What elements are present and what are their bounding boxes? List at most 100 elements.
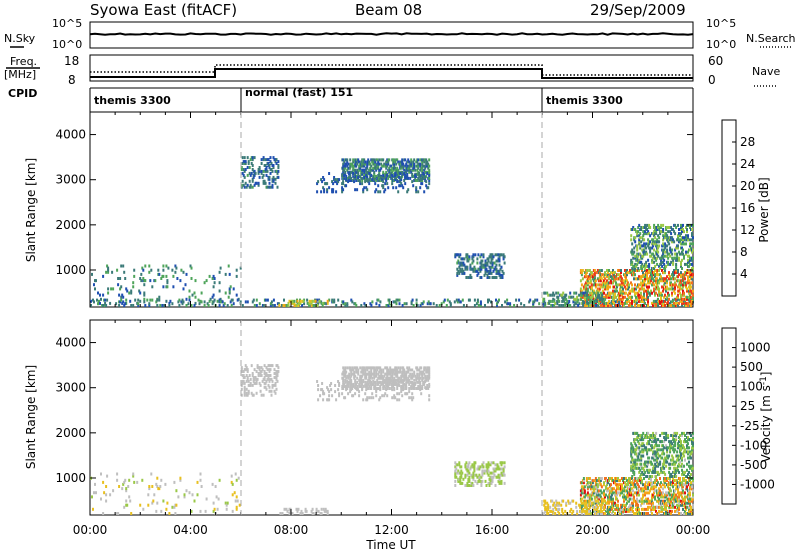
velocity-cell: [605, 509, 607, 513]
velocity-cell: [473, 467, 476, 471]
power-cell: [346, 160, 349, 164]
power-cell: [630, 234, 633, 238]
power-cell: [658, 287, 660, 291]
power-cell: [414, 176, 417, 180]
velocity-cell: [411, 386, 414, 390]
power-cell: [244, 168, 247, 171]
power-cell: [109, 301, 112, 305]
power-cell: [410, 302, 413, 306]
velocity-cell: [659, 477, 661, 480]
power-cell: [306, 298, 309, 302]
power-cell: [266, 169, 269, 173]
power-cell: [228, 289, 231, 293]
power-cell: [119, 287, 122, 291]
velocity-cell: [678, 505, 680, 509]
power-cell: [690, 285, 692, 289]
velocity-cell: [386, 374, 389, 378]
velocity-cell: [485, 463, 488, 467]
power-cell: [606, 275, 608, 279]
velocity-cell: [351, 387, 354, 390]
power-cell: [457, 253, 460, 257]
nave-tick-bottom: 0: [708, 73, 716, 87]
power-cell: [146, 298, 149, 302]
power-cell: [636, 262, 639, 266]
velocity-cell: [596, 485, 599, 489]
velocity-cell: [464, 473, 467, 477]
power-cell: [634, 228, 637, 231]
velocity-cell: [255, 381, 258, 385]
power-cell: [428, 179, 431, 182]
power-cell: [681, 230, 683, 234]
velocity-cell: [329, 384, 332, 387]
power-cell: [363, 164, 366, 168]
power-cell: [603, 279, 605, 283]
power-cell: [622, 291, 624, 295]
velocity-cell: [454, 465, 457, 469]
power-cell: [424, 176, 427, 179]
velocity-cell: [461, 481, 464, 485]
power-cell: [606, 269, 608, 272]
velocity-cell: [610, 499, 612, 503]
velocity-cell: [625, 495, 627, 499]
power-cell: [246, 300, 249, 304]
power-cell: [613, 301, 615, 305]
power-cell: [685, 304, 687, 307]
power-cell: [654, 275, 656, 279]
velocity-cell: [268, 389, 271, 393]
power-cell: [680, 223, 682, 227]
velocity-cell: [357, 368, 360, 372]
velocity-cell: [615, 495, 617, 499]
velocity-cell: [644, 483, 646, 487]
power-cell: [654, 228, 657, 231]
power-cell: [656, 244, 659, 248]
velocity-cell: [246, 368, 249, 372]
power-cell: [593, 301, 596, 305]
velocity-cell: [350, 370, 353, 374]
velocity-cell: [489, 471, 492, 475]
velocity-cell: [100, 472, 102, 476]
power-cell: [687, 275, 689, 279]
power-cell: [646, 269, 648, 272]
power-cell: [250, 171, 253, 175]
power-cell: [354, 176, 357, 180]
power-cell: [316, 298, 319, 302]
velocity-cell: [370, 370, 373, 374]
power-cell: [612, 291, 614, 295]
power-cell: [241, 171, 244, 175]
power-cell: [231, 298, 234, 302]
velocity-cell: [421, 384, 424, 388]
velocity-cell: [349, 390, 352, 394]
power-cell: [657, 285, 659, 289]
power-cell: [277, 175, 280, 179]
velocity-cell: [678, 497, 680, 501]
velocity-cell: [375, 374, 378, 378]
power-cell: [662, 228, 665, 231]
velocity-cell: [262, 393, 265, 397]
velocity-cell: [112, 489, 115, 493]
velocity-cell: [213, 507, 216, 511]
power-cell: [181, 298, 184, 302]
power-cell: [355, 160, 358, 164]
power-cell: [683, 230, 685, 234]
power-cell: [653, 248, 656, 252]
power-cell: [426, 302, 429, 306]
power-cell: [464, 267, 467, 271]
power-cell: [354, 302, 357, 306]
power-cell: [349, 172, 352, 176]
power-cell: [614, 300, 617, 304]
power-cell: [656, 262, 659, 266]
velocity-cell: [600, 477, 603, 480]
power-cell: [126, 289, 129, 293]
power-cell: [552, 291, 555, 295]
power-cell: [690, 271, 692, 275]
power-cell: [613, 273, 615, 277]
power-cell: [643, 293, 645, 297]
velocity-cell: [492, 471, 495, 475]
power-cell: [476, 300, 479, 304]
power-cell: [659, 232, 662, 236]
velocity-cell: [270, 377, 273, 381]
velocity-cell: [391, 380, 394, 383]
power-cell: [600, 277, 603, 281]
power-cell: [672, 260, 675, 264]
power-cell: [626, 279, 628, 283]
